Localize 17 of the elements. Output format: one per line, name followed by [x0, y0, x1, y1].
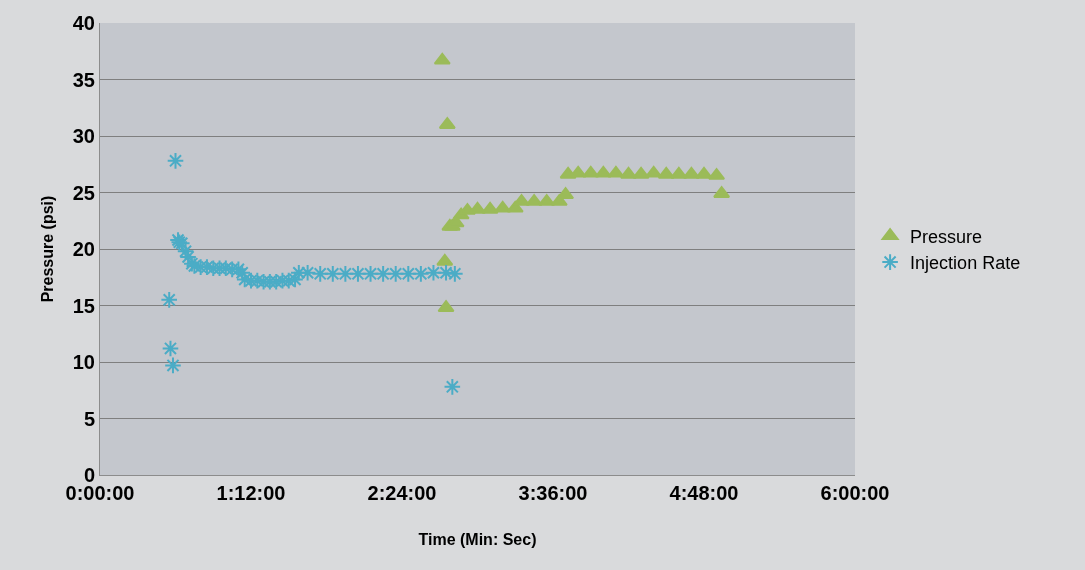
y-tick-label: 15 — [72, 294, 95, 317]
y-tick-label: 35 — [72, 68, 95, 91]
y-axis-title: Pressure (psi) — [38, 195, 56, 303]
x-tick-label: 3:36:00 — [518, 482, 588, 504]
y-tick-label: 25 — [72, 181, 95, 204]
y-tick-label: 30 — [72, 125, 95, 147]
y-tick-label: 20 — [72, 238, 95, 260]
x-axis-title: Time (Min: Sec) — [418, 530, 537, 548]
y-tick-label: 40 — [72, 12, 95, 34]
x-tick-label: 6:00:00 — [820, 482, 890, 504]
legend-label: Injection Rate — [910, 253, 1021, 274]
x-tick-label: 4:48:00 — [669, 482, 739, 504]
x-tick-label: 2:24:00 — [367, 482, 437, 504]
legend-label: Pressure — [910, 226, 983, 247]
y-tick-label: 10 — [72, 351, 95, 373]
x-tick-label: 1:12:00 — [216, 482, 286, 504]
y-tick-label: 5 — [83, 407, 95, 430]
